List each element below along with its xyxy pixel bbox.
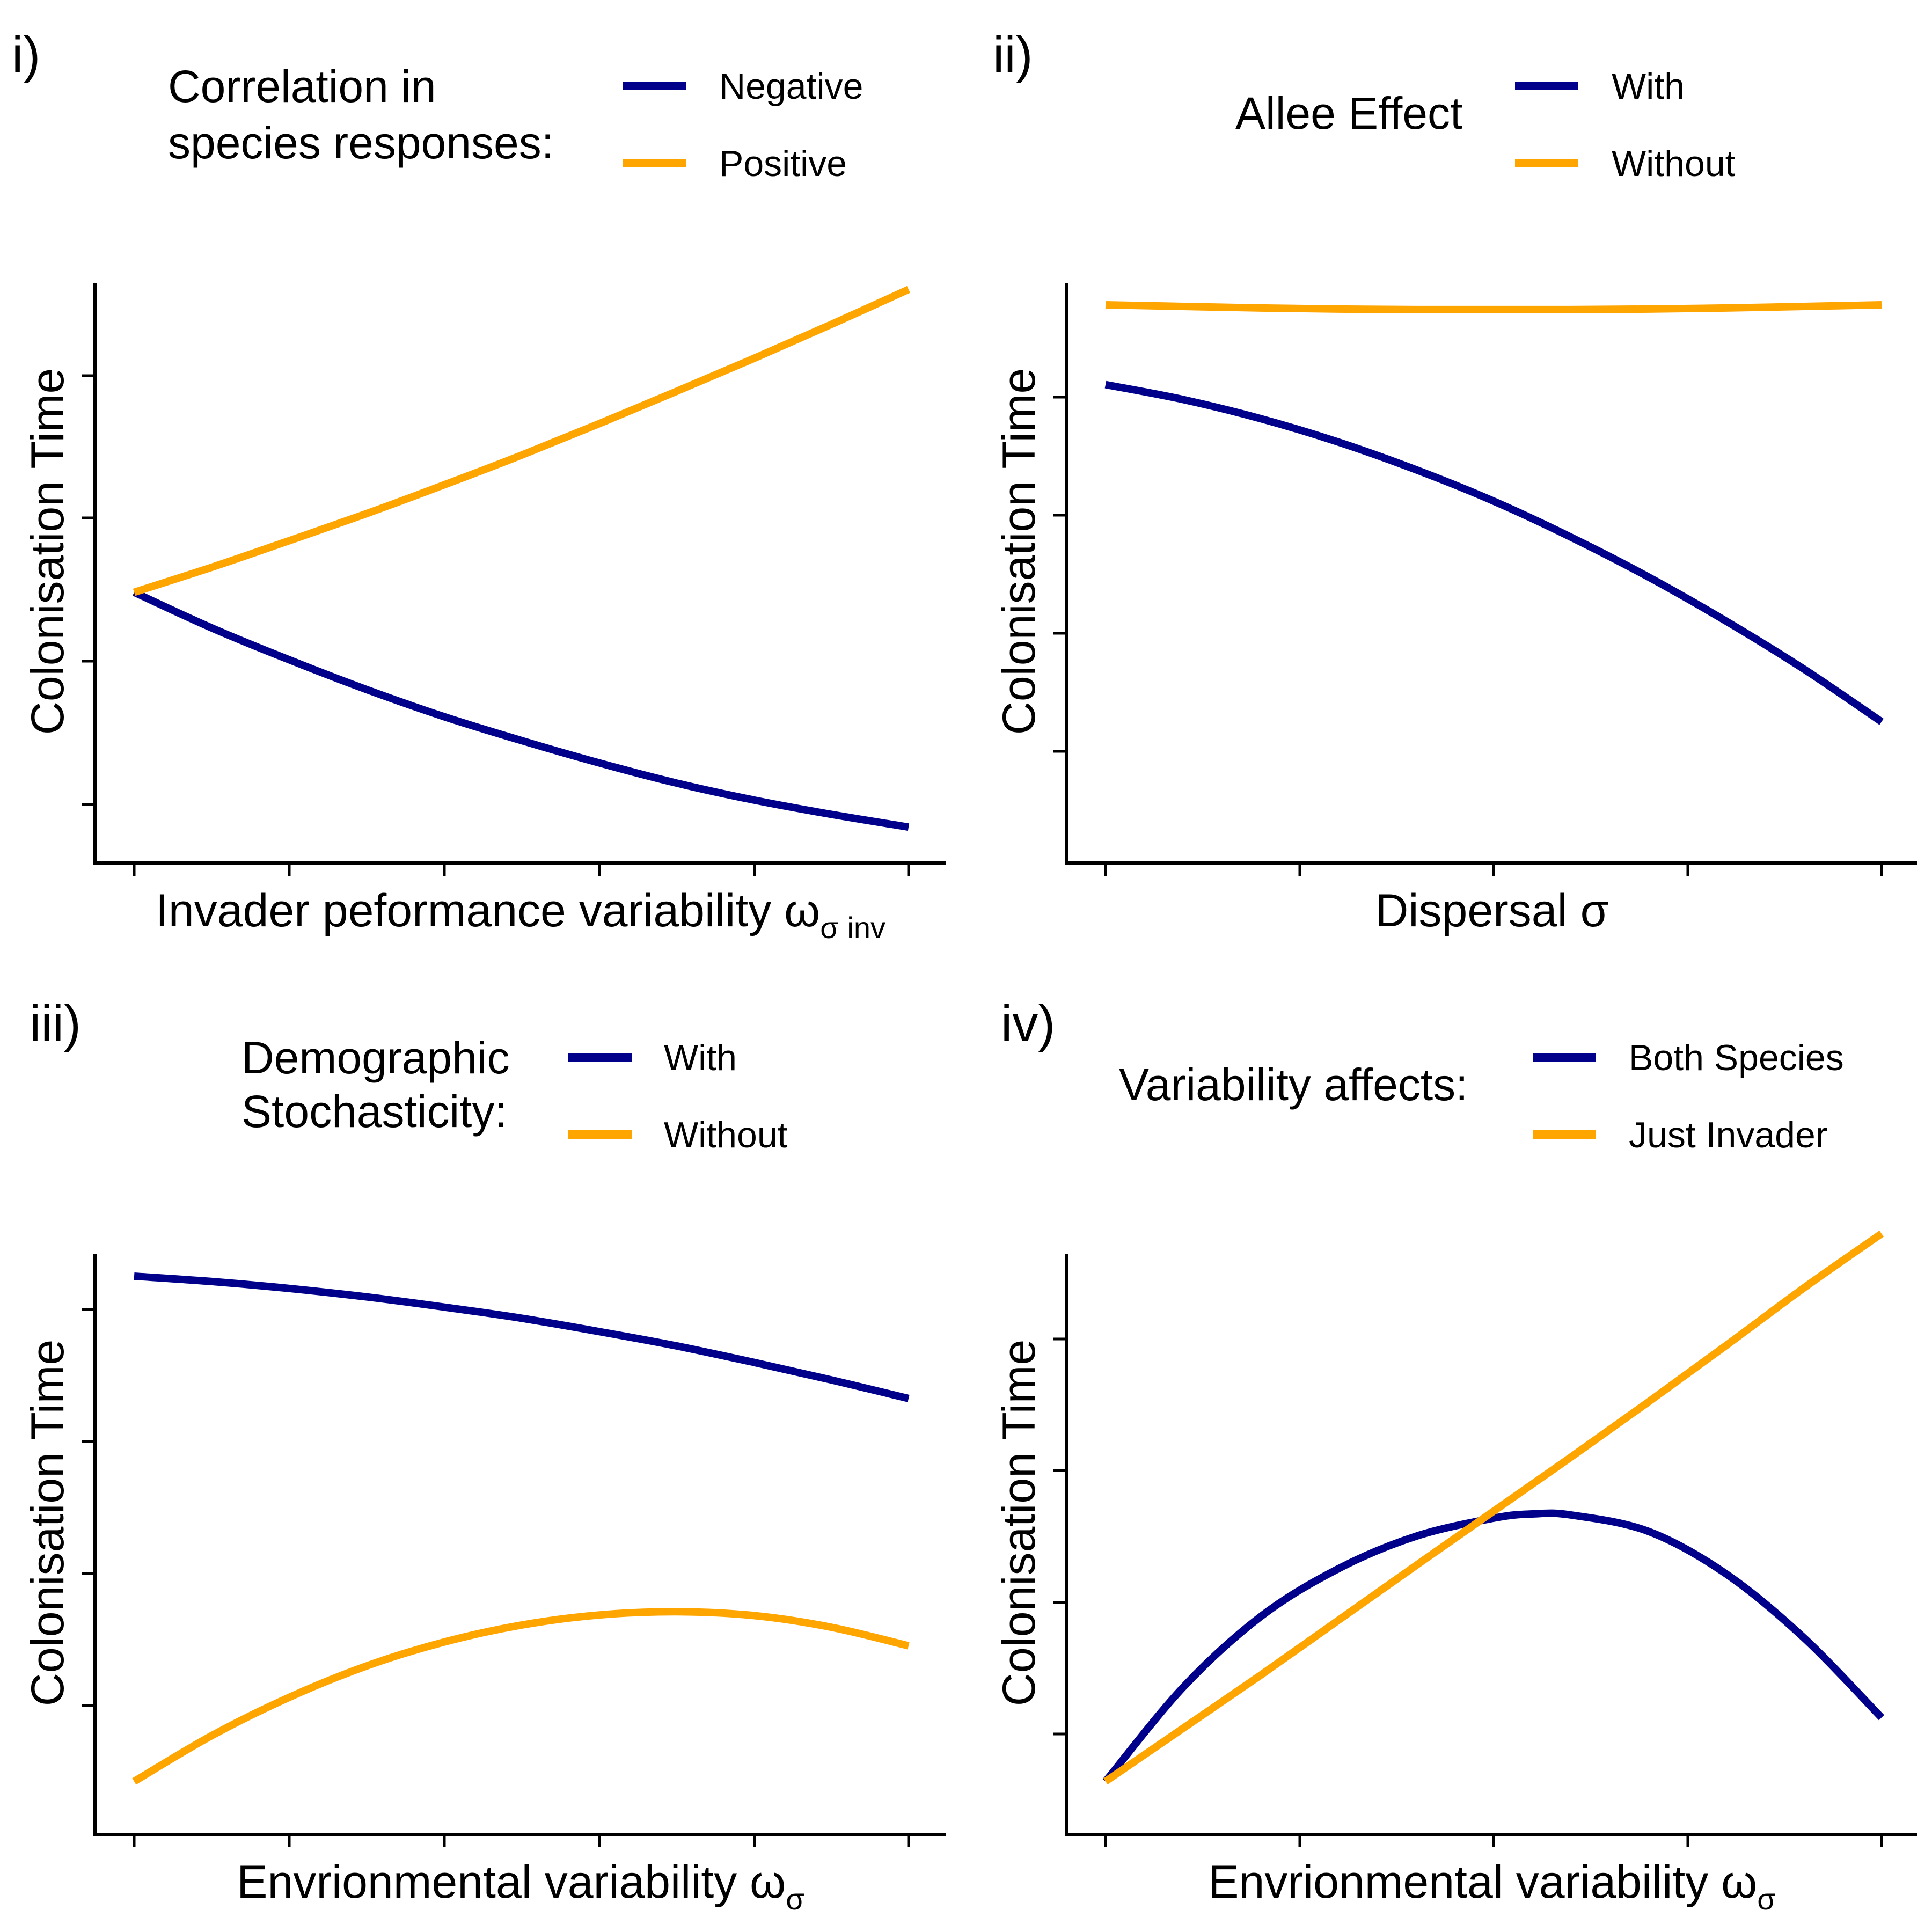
legend-entry: Both Species [1629, 1037, 1844, 1078]
x-axis-title: Dispersal σ [1375, 885, 1608, 936]
series-line-navy [1104, 380, 1884, 725]
series-line-navy [133, 589, 910, 831]
y-axis-title: Colonisation Time [22, 1340, 74, 1707]
x-axis-title: Envrionmental variability ωσ [237, 1856, 804, 1916]
legend-entry: Without [1612, 143, 1736, 184]
legend-entry: Positive [719, 143, 847, 184]
panel-label: ii) [993, 26, 1033, 84]
legend-entry: Without [664, 1115, 788, 1155]
legend-title: species responses: [168, 118, 554, 168]
axis-lines [93, 1254, 946, 1836]
legend-title: Variability affects: [1119, 1059, 1468, 1110]
axis-lines [1065, 283, 1917, 865]
series-line-orange [133, 286, 910, 596]
series-line-navy [134, 1272, 910, 1402]
axis-lines [93, 283, 946, 865]
panel-ii: ii) Allee Effect With Without Colonisation T… [993, 26, 1917, 936]
y-axis-title: Colonisation Time [993, 1340, 1045, 1707]
x-axis-title: Envrionmental variability ωσ [1208, 1856, 1776, 1916]
panel-i: i) Correlation in species responses: Negati… [12, 26, 946, 945]
series-line-orange [132, 1608, 910, 1785]
series-line-orange [1103, 1230, 1884, 1785]
legend-title: Allee Effect [1235, 88, 1462, 138]
legend-entry: Just Invader [1629, 1115, 1827, 1155]
legend-title: Stochasticity: [241, 1086, 507, 1137]
y-axis-title: Colonisation Time [993, 368, 1045, 735]
axis-lines [1065, 1254, 1917, 1836]
legend-title: Demographic [241, 1033, 510, 1083]
legend-entry: With [664, 1037, 737, 1078]
series-line-navy [1102, 1509, 1885, 1784]
x-axis-title: Invader peformance variability ωσ inv [156, 885, 885, 945]
legend-title: Correlation in [168, 61, 436, 112]
legend-entry: Negative [719, 66, 863, 107]
series-line-orange [1105, 301, 1882, 313]
y-axis-title: Colonisation Time [22, 368, 74, 735]
panel-iv: iv) Variability affects: Both Species Just … [993, 995, 1917, 1916]
panel-label: iv) [1001, 995, 1055, 1052]
panel-label: iii) [30, 995, 81, 1052]
legend-entry: With [1612, 66, 1685, 107]
panel-label: i) [12, 26, 40, 84]
